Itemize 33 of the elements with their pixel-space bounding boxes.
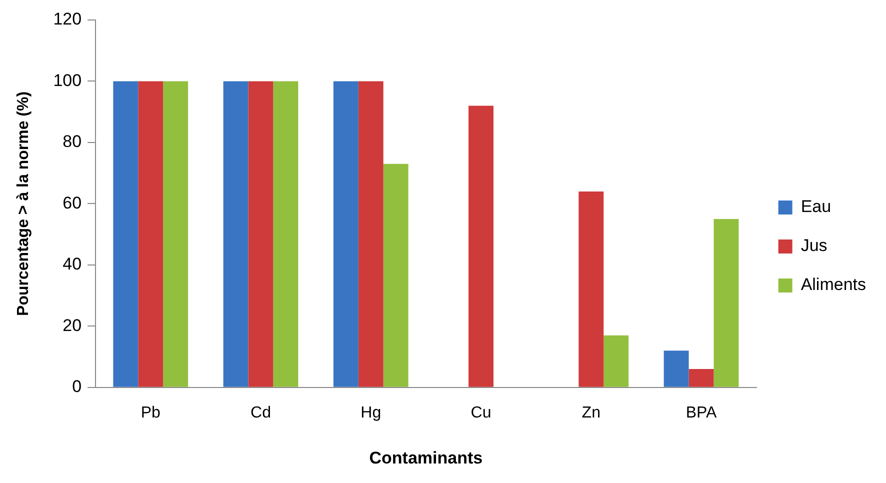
y-tick-label: 120 bbox=[53, 10, 82, 29]
y-axis-title: Pourcentage > à la norme (%) bbox=[15, 91, 32, 316]
bar bbox=[664, 350, 689, 387]
x-tick-label: Cu bbox=[470, 404, 492, 422]
bar bbox=[714, 219, 739, 387]
x-tick-label: Pb bbox=[140, 404, 161, 422]
x-tick-label: Hg bbox=[360, 404, 382, 422]
bar bbox=[578, 191, 604, 387]
legend-label: Jus bbox=[800, 236, 828, 256]
legend-label: Eau bbox=[800, 197, 832, 216]
bar bbox=[688, 369, 714, 387]
bar bbox=[604, 335, 629, 387]
bar bbox=[358, 81, 384, 387]
y-tick-label: 100 bbox=[53, 70, 82, 90]
bar bbox=[138, 81, 164, 387]
y-tick-label: 20 bbox=[62, 316, 82, 335]
x-axis-title: Contaminants bbox=[369, 448, 483, 468]
bar bbox=[223, 81, 248, 387]
y-tick-label: 0 bbox=[72, 377, 82, 396]
bar bbox=[113, 81, 138, 387]
bar bbox=[468, 106, 494, 387]
bar bbox=[273, 81, 298, 387]
y-tick-label: 60 bbox=[62, 193, 82, 212]
legend-label: Aliments bbox=[800, 275, 866, 294]
bar bbox=[333, 81, 358, 387]
bar bbox=[248, 81, 274, 387]
y-tick-label: 40 bbox=[62, 254, 82, 274]
bar bbox=[383, 164, 408, 387]
bar bbox=[163, 81, 188, 387]
x-tick-label: Zn bbox=[582, 404, 600, 422]
x-tick-label: Cd bbox=[250, 404, 271, 422]
y-tick-label: 80 bbox=[62, 132, 82, 152]
x-tick-label: BPA bbox=[686, 404, 717, 422]
